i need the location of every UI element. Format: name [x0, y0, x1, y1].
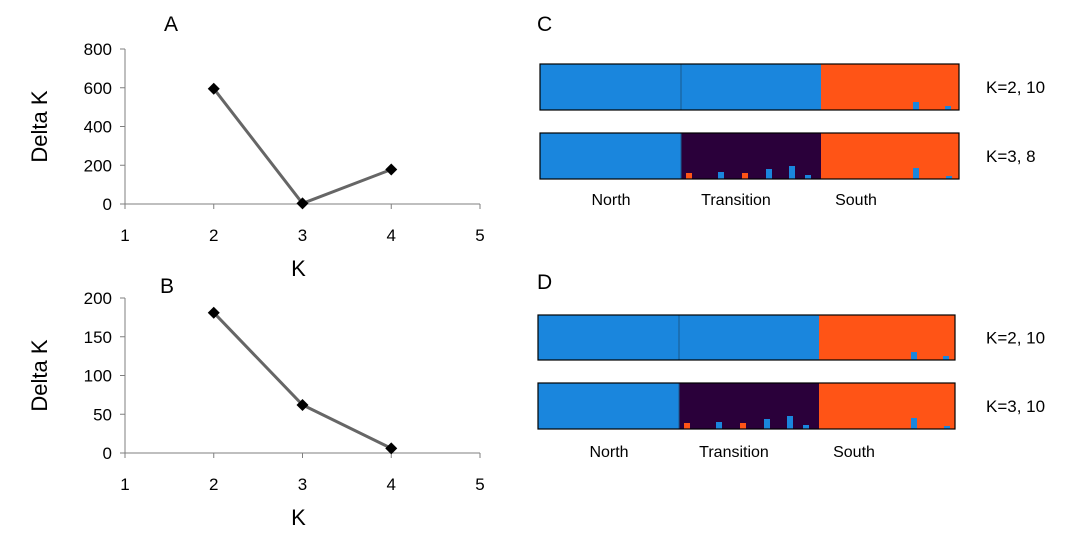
y-tick-label: 200 — [84, 289, 112, 308]
structure-row-border — [539, 132, 960, 180]
series-line — [212, 87, 392, 206]
admixture-bar — [805, 175, 811, 179]
admixture-bar — [943, 356, 949, 360]
y-tick-label: 150 — [84, 328, 112, 347]
x-tick-label: 2 — [209, 475, 218, 494]
region-label: Transition — [699, 444, 769, 461]
y-tick-label: 200 — [84, 156, 112, 175]
cluster-block-north — [540, 133, 681, 179]
structure-row-border — [539, 63, 960, 111]
region-label: North — [589, 444, 628, 461]
admixture-bar — [718, 172, 724, 179]
admixture-bar — [913, 168, 919, 179]
region-label: Transition — [701, 192, 771, 209]
y-tick-label: 400 — [84, 118, 112, 137]
panel-a-line-chart: 0 200 400 600 800 1 2 3 4 5 K Delta K — [27, 40, 485, 281]
data-point-marker — [385, 163, 398, 176]
panel-a-label: A — [164, 13, 178, 36]
y-tick-label: 600 — [84, 79, 112, 98]
y-tick-label: 100 — [84, 367, 112, 386]
structure-row-border — [537, 382, 956, 430]
x-axis-title: K — [291, 505, 306, 530]
admixture-bar — [787, 416, 793, 429]
y-tick-label: 0 — [103, 444, 112, 463]
admixture-bar — [945, 106, 951, 110]
structure-row-border — [537, 314, 956, 361]
x-tick-label: 3 — [298, 226, 307, 245]
cluster-block-north — [538, 383, 679, 429]
admixture-bar — [766, 169, 772, 179]
y-tick-label: 0 — [103, 195, 112, 214]
y-tick-label: 50 — [93, 405, 112, 424]
panel-d-label: D — [537, 271, 552, 294]
admixture-bar — [740, 423, 746, 429]
admixture-bar — [764, 419, 770, 429]
y-tick-label: 800 — [84, 40, 112, 59]
cluster-block-north — [540, 64, 681, 110]
cluster-block-transition — [679, 383, 819, 429]
x-axis-title: K — [291, 256, 306, 281]
admixture-bar — [911, 352, 917, 360]
y-axis-title: Delta K — [27, 90, 52, 162]
cluster-block-south — [819, 383, 955, 429]
panel-b-line-chart: 0 50 100 150 200 1 2 3 4 5 K Delta K — [27, 289, 485, 530]
k-label: K=2, 10 — [986, 329, 1045, 348]
cluster-block-transition — [681, 133, 821, 179]
admixture-bar — [684, 423, 690, 429]
cluster-block-transition — [679, 315, 819, 360]
region-label: North — [591, 192, 630, 209]
y-axis-title: Delta K — [27, 339, 52, 411]
admixture-bar — [686, 173, 692, 179]
x-tick-label: 2 — [209, 226, 218, 245]
admixture-bar — [789, 166, 795, 179]
panel-d-structure-plot: K=2, 10 K=3, 10 North Transition South — [537, 314, 1045, 461]
k-label: K=3, 10 — [986, 397, 1045, 416]
data-point-marker — [207, 82, 220, 95]
admixture-bar — [944, 426, 950, 429]
data-point-marker — [207, 306, 220, 319]
cluster-block-south — [821, 64, 959, 110]
x-tick-label: 4 — [387, 226, 396, 245]
cluster-block-transition — [681, 64, 821, 110]
panel-b-label: B — [160, 275, 174, 298]
admixture-bar — [913, 102, 919, 110]
admixture-bar — [742, 173, 748, 179]
region-label: South — [835, 192, 877, 209]
admixture-bar — [946, 176, 952, 179]
admixture-bar — [911, 418, 917, 429]
data-point-marker — [296, 398, 309, 411]
panel-c-label: C — [537, 13, 552, 36]
data-point-marker — [385, 442, 398, 455]
cluster-block-south — [821, 133, 959, 179]
region-label: South — [833, 444, 875, 461]
x-tick-label: 4 — [387, 475, 396, 494]
x-tick-label: 1 — [120, 226, 129, 245]
x-tick-label: 3 — [298, 475, 307, 494]
x-tick-label: 5 — [475, 475, 484, 494]
cluster-block-north — [538, 315, 679, 360]
panel-c-structure-plot: K=2, 10 K=3, 8 North Transition South — [539, 63, 1045, 209]
k-label: K=2, 10 — [986, 78, 1045, 97]
x-tick-label: 1 — [120, 475, 129, 494]
series-line — [212, 311, 392, 450]
data-point-marker — [296, 197, 309, 210]
k-label: K=3, 8 — [986, 147, 1036, 166]
x-tick-label: 5 — [475, 226, 484, 245]
admixture-bar — [716, 422, 722, 429]
admixture-bar — [803, 425, 809, 429]
cluster-block-south — [819, 315, 955, 360]
